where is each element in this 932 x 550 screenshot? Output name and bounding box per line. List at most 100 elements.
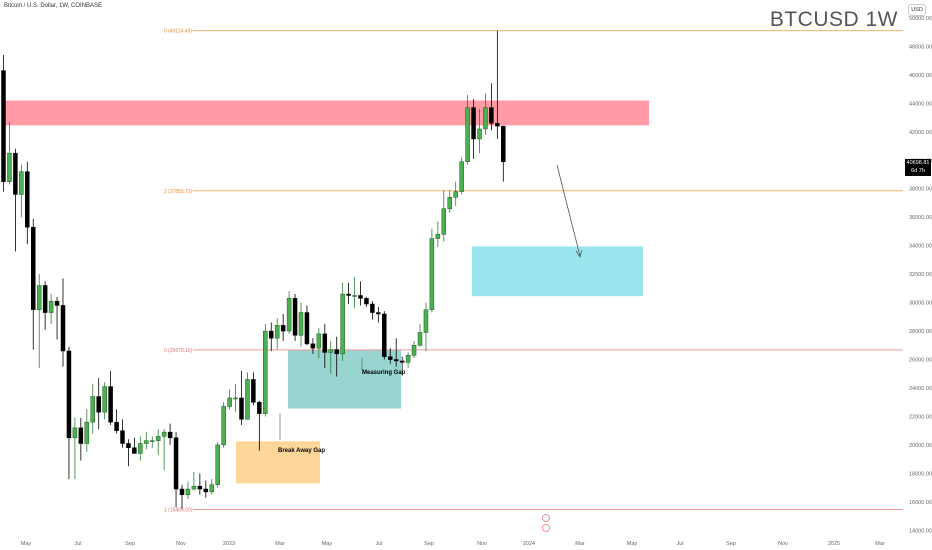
candle[interactable]: [48, 294, 54, 324]
candle-body-down: [280, 325, 286, 332]
candle[interactable]: [417, 323, 423, 347]
candle[interactable]: [411, 341, 417, 359]
candle-body-up: [423, 309, 429, 333]
candle[interactable]: [298, 302, 304, 347]
candle[interactable]: [227, 389, 232, 410]
candle[interactable]: [7, 121, 12, 185]
candle[interactable]: [405, 352, 411, 369]
candle[interactable]: [54, 296, 60, 340]
candle[interactable]: [441, 190, 447, 242]
candle[interactable]: [150, 436, 155, 448]
candle[interactable]: [423, 302, 429, 351]
candle[interactable]: [239, 370, 244, 425]
candle[interactable]: [132, 437, 137, 454]
candle[interactable]: [144, 432, 149, 450]
candle[interactable]: [364, 296, 369, 307]
candle[interactable]: [90, 383, 95, 434]
candle[interactable]: [316, 328, 322, 359]
candle[interactable]: [257, 400, 262, 451]
candle[interactable]: [489, 83, 494, 131]
candle[interactable]: [286, 291, 292, 334]
candle[interactable]: [245, 372, 250, 420]
candle[interactable]: [1, 54, 6, 192]
candle[interactable]: [19, 164, 24, 218]
candle[interactable]: [370, 301, 375, 320]
candle[interactable]: [388, 348, 393, 364]
candle[interactable]: [120, 419, 125, 448]
candle[interactable]: [191, 471, 197, 491]
candle[interactable]: [471, 99, 476, 159]
candle-body-down: [179, 488, 185, 495]
candle[interactable]: [161, 429, 167, 471]
candle[interactable]: [352, 276, 357, 309]
candle[interactable]: [138, 436, 143, 461]
candle[interactable]: [185, 481, 191, 499]
candle[interactable]: [447, 190, 452, 213]
candle[interactable]: [84, 409, 90, 453]
candle[interactable]: [66, 346, 72, 480]
candle[interactable]: [31, 218, 36, 350]
currency-selector[interactable]: USD: [908, 4, 926, 16]
candle[interactable]: [429, 228, 435, 313]
candle[interactable]: [304, 305, 310, 346]
candle[interactable]: [340, 282, 345, 361]
candle[interactable]: [495, 30, 500, 139]
candle[interactable]: [346, 282, 351, 305]
candle[interactable]: [108, 370, 113, 425]
candle[interactable]: [435, 221, 441, 248]
candle-body-up: [36, 285, 42, 310]
candle[interactable]: [42, 281, 48, 330]
candle[interactable]: [173, 432, 179, 508]
candle[interactable]: [310, 338, 316, 354]
candle[interactable]: [501, 125, 506, 182]
candle[interactable]: [126, 439, 131, 467]
candle[interactable]: [203, 480, 209, 498]
projection-arrow[interactable]: [556, 164, 581, 257]
candle[interactable]: [114, 409, 119, 434]
candle[interactable]: [96, 378, 101, 430]
candle[interactable]: [72, 417, 78, 480]
candle[interactable]: [215, 442, 220, 488]
candle[interactable]: [263, 323, 268, 417]
candle[interactable]: [280, 313, 286, 342]
candle[interactable]: [382, 311, 387, 360]
candle[interactable]: [399, 356, 405, 376]
bar-countdown: 6d 7h: [911, 168, 925, 174]
candle[interactable]: [453, 181, 458, 206]
candle[interactable]: [167, 423, 173, 445]
candle[interactable]: [376, 306, 381, 323]
candle[interactable]: [209, 479, 214, 495]
candle[interactable]: [358, 281, 363, 306]
candle[interactable]: [197, 473, 203, 495]
breakaway-gap-zone[interactable]: [236, 441, 320, 484]
candle[interactable]: [60, 278, 66, 367]
supply-zone[interactable]: [3, 100, 649, 126]
candle[interactable]: [292, 294, 298, 342]
candle[interactable]: [459, 157, 464, 195]
candle[interactable]: [78, 417, 84, 461]
demand-zone[interactable]: [472, 246, 643, 297]
candle[interactable]: [155, 429, 161, 455]
candle[interactable]: [269, 322, 274, 351]
measuring-gap-zone[interactable]: [288, 349, 401, 409]
candle[interactable]: [102, 382, 107, 420]
candle[interactable]: [322, 323, 328, 369]
candle[interactable]: [251, 372, 256, 406]
candle[interactable]: [465, 94, 470, 165]
dividend-marker-icon[interactable]: [542, 524, 550, 532]
candle[interactable]: [483, 93, 488, 135]
candle[interactable]: [328, 341, 333, 374]
candle[interactable]: [179, 484, 185, 509]
candle[interactable]: [274, 318, 280, 350]
candle[interactable]: [221, 402, 226, 448]
candle[interactable]: [393, 338, 399, 367]
candle[interactable]: [477, 109, 482, 154]
price-tick-label: 36000.00: [909, 215, 932, 221]
candle[interactable]: [25, 161, 30, 245]
candle[interactable]: [13, 148, 18, 252]
candle[interactable]: [36, 274, 42, 369]
candle[interactable]: [233, 383, 238, 413]
event-marker-icon[interactable]: [542, 514, 550, 522]
candle[interactable]: [334, 336, 339, 377]
